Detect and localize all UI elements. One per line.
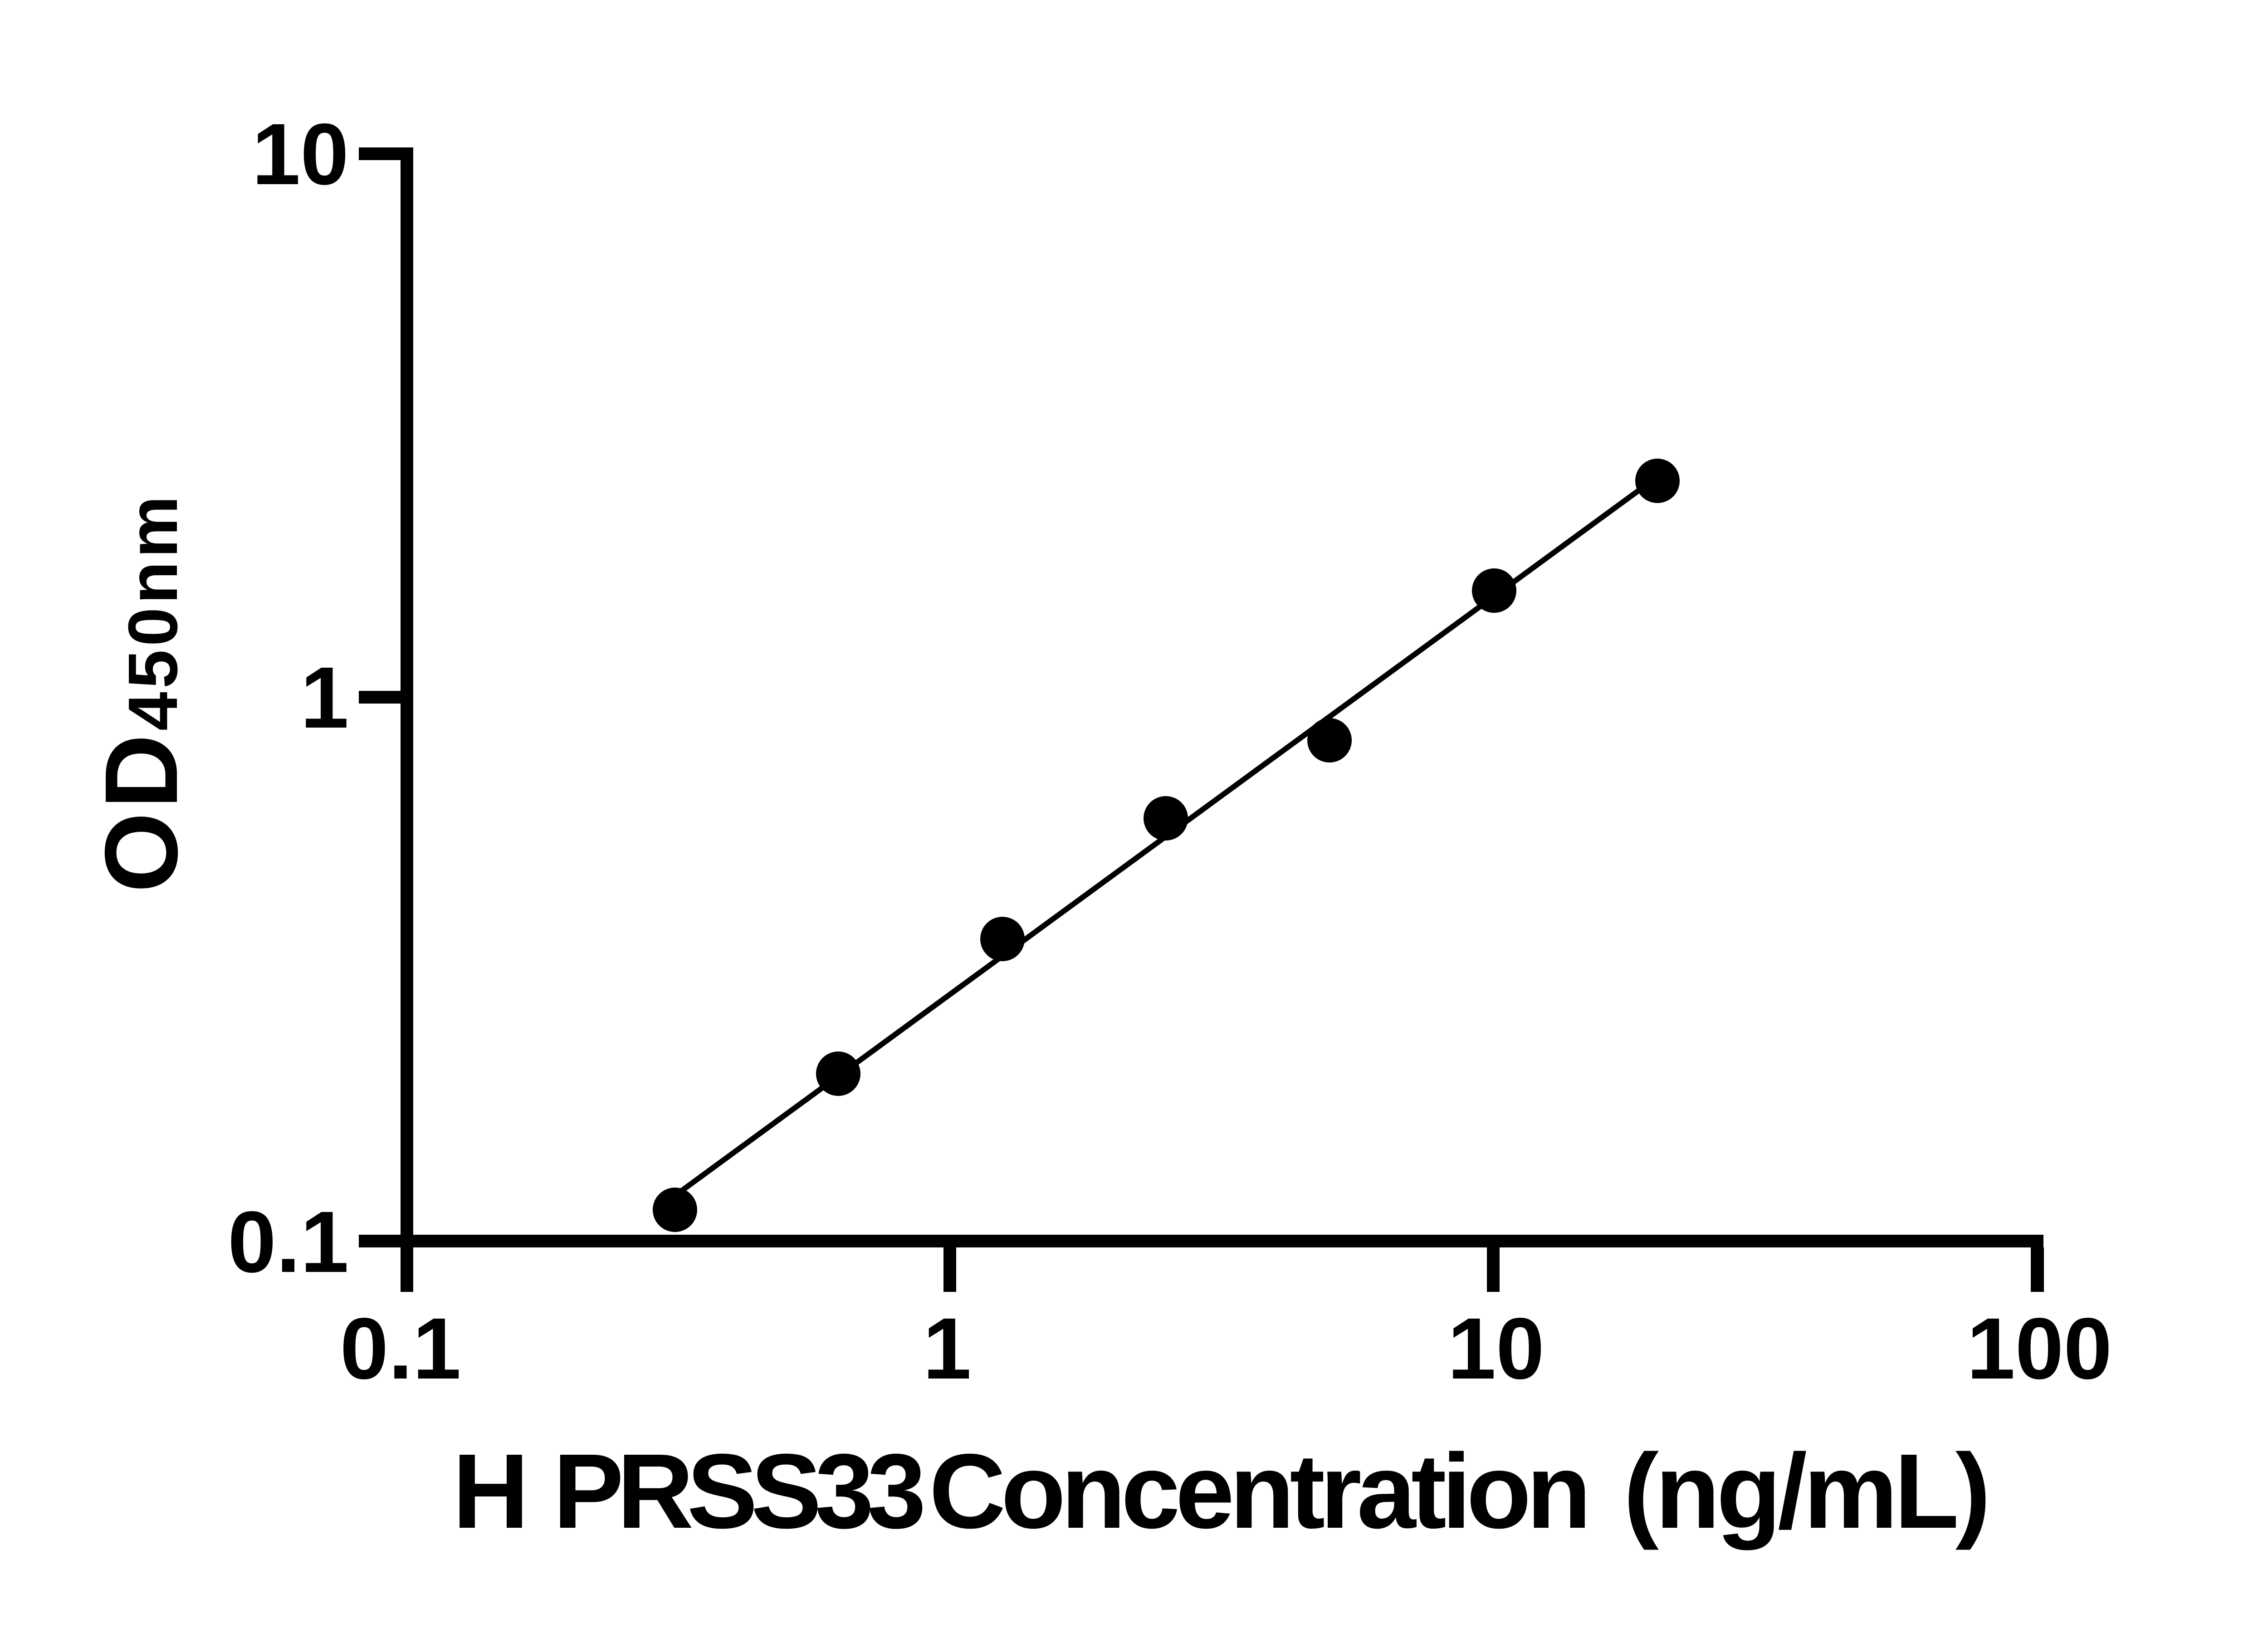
svg-text:(ng/mL): (ng/mL): [1623, 1432, 1987, 1550]
svg-text:1: 1: [923, 1300, 972, 1397]
svg-text:1: 1: [300, 649, 349, 746]
svg-text:H: H: [453, 1432, 529, 1550]
svg-text:10: 10: [252, 105, 349, 203]
svg-text:100: 100: [1967, 1300, 2112, 1397]
svg-text:0.1: 0.1: [340, 1300, 461, 1397]
svg-text:10: 10: [1447, 1300, 1545, 1397]
svg-text:PRSS33: PRSS33: [553, 1432, 922, 1550]
svg-text:Concentration: Concentration: [929, 1432, 1587, 1550]
svg-text:0.1: 0.1: [228, 1193, 349, 1291]
